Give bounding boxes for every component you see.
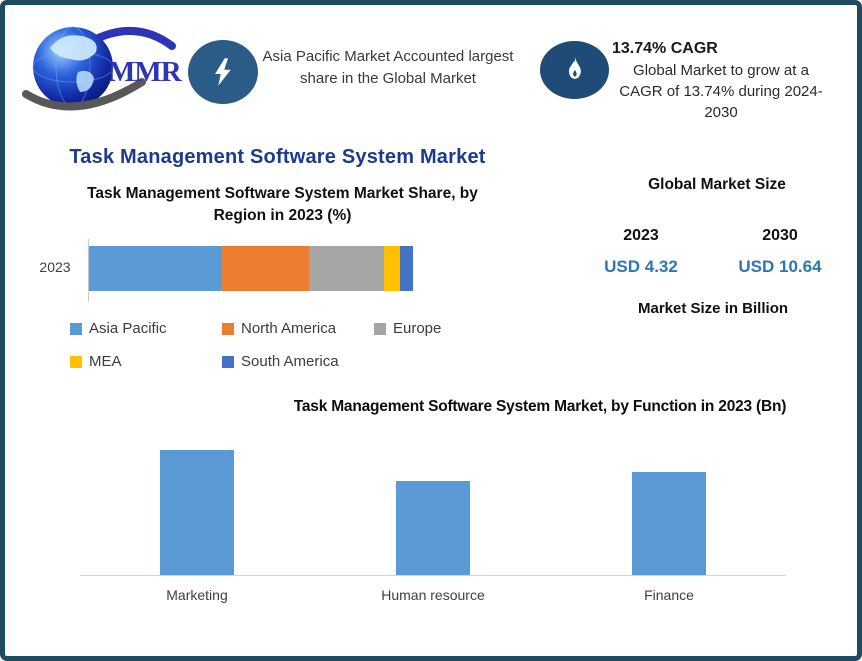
region-segment-asia-pacific xyxy=(89,246,222,291)
market-size-value-2030: USD 10.64 xyxy=(738,257,822,276)
lightning-badge xyxy=(188,40,258,104)
market-size-footnote: Market Size in Billion xyxy=(637,300,789,317)
cagr-text: Global Market to grow at a CAGR of 13.74… xyxy=(619,62,823,121)
cagr-block: 13.74% CAGR Global Market to grow at a C… xyxy=(612,40,830,123)
function-bar-finance: Finance xyxy=(632,472,706,603)
globe-icon xyxy=(22,26,176,111)
function-bar-label-marketing: Marketing xyxy=(166,587,228,603)
legend-swatch-asia-pacific xyxy=(70,322,82,335)
function-bar-label-human-resource: Human resource xyxy=(381,587,485,603)
page-title: Task Management Software System Market xyxy=(69,146,486,168)
legend-swatch-south-america xyxy=(222,355,234,368)
lightning-icon xyxy=(215,58,231,86)
market-size-title: Global Market Size xyxy=(648,176,786,193)
function-chart-title: Task Management Software System Market, … xyxy=(293,398,787,415)
function-chart-plot: Marketing Human resource Finance xyxy=(80,450,786,603)
legend-item-north-america: North America xyxy=(222,320,374,337)
legend-swatch-europe xyxy=(374,322,386,335)
region-legend: Asia Pacific North America Europe MEA South … xyxy=(70,320,540,370)
market-size-year-2023: 2023 xyxy=(623,227,659,244)
function-bar-label-finance: Finance xyxy=(644,587,694,603)
cagr-headline: 13.74% CAGR xyxy=(612,40,718,57)
highlight-asia-text: Asia Pacific Market Accounted largest sh… xyxy=(262,48,514,87)
region-segment-north-america xyxy=(221,246,310,291)
logo-text: MMR xyxy=(108,56,182,88)
mmr-logo: MMR xyxy=(20,20,210,120)
legend-label-north-america: North America xyxy=(241,320,337,337)
legend-swatch-north-america xyxy=(222,322,234,335)
region-chart-title: Task Management Software System Market S… xyxy=(87,185,478,224)
region-axis-tick-2023: 2023 xyxy=(39,259,71,275)
legend-label-mea: MEA xyxy=(89,353,122,370)
legend-item-asia-pacific: Asia Pacific xyxy=(70,320,222,337)
function-axis-line xyxy=(80,575,786,576)
region-segment-mea xyxy=(383,246,401,291)
region-segment-south-america xyxy=(400,246,413,291)
legend-label-south-america: South America xyxy=(241,353,339,370)
market-size-year-2030: 2030 xyxy=(762,227,798,244)
legend-label-asia-pacific: Asia Pacific xyxy=(89,320,167,337)
function-bar-human-resource: Human resource xyxy=(381,481,485,603)
legend-item-europe: Europe xyxy=(374,320,524,337)
region-axis-line xyxy=(88,239,89,302)
legend-swatch-mea xyxy=(70,355,82,368)
region-stacked-bar xyxy=(89,246,413,291)
flame-icon xyxy=(568,57,581,79)
market-size-value-2023: USD 4.32 xyxy=(604,257,678,276)
flame-badge xyxy=(540,41,609,99)
region-segment-europe xyxy=(309,246,384,291)
legend-label-europe: Europe xyxy=(393,320,442,337)
legend-item-mea: MEA xyxy=(70,353,222,370)
function-bar-marketing: Marketing xyxy=(160,450,234,603)
legend-item-south-america: South America xyxy=(222,353,374,370)
